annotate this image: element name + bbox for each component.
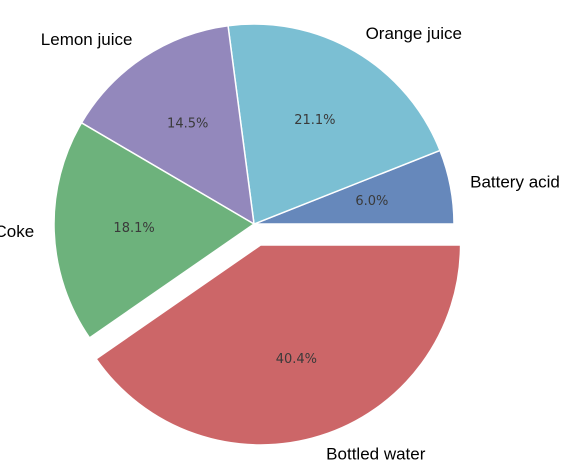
pie-slice-coke xyxy=(53,122,255,339)
pie-slice-lemon-juice xyxy=(80,24,255,225)
pie-slice-bottled-water xyxy=(95,244,462,446)
pct-label-battery-acid: 6.0% xyxy=(355,194,388,209)
slice-label-bottled-water: Bottled water xyxy=(326,444,426,463)
slice-label-lemon-juice: Lemon juice xyxy=(41,30,133,49)
pie-labels: 6.0% Battery acid 21.1% Orange juice 14.5% Le… xyxy=(0,24,560,464)
pct-label-coke: 18.1% xyxy=(113,221,154,236)
slice-label-orange-juice: Orange juice xyxy=(366,24,462,43)
pie-slice-orange-juice xyxy=(227,23,441,225)
pie-slices xyxy=(53,23,462,446)
pct-label-bottled-water: 40.4% xyxy=(276,352,317,367)
pct-label-orange-juice: 21.1% xyxy=(294,113,335,128)
slice-label-battery-acid: Battery acid xyxy=(470,172,560,191)
slice-label-coke: Coke xyxy=(0,222,34,241)
pct-label-lemon-juice: 14.5% xyxy=(167,116,208,131)
